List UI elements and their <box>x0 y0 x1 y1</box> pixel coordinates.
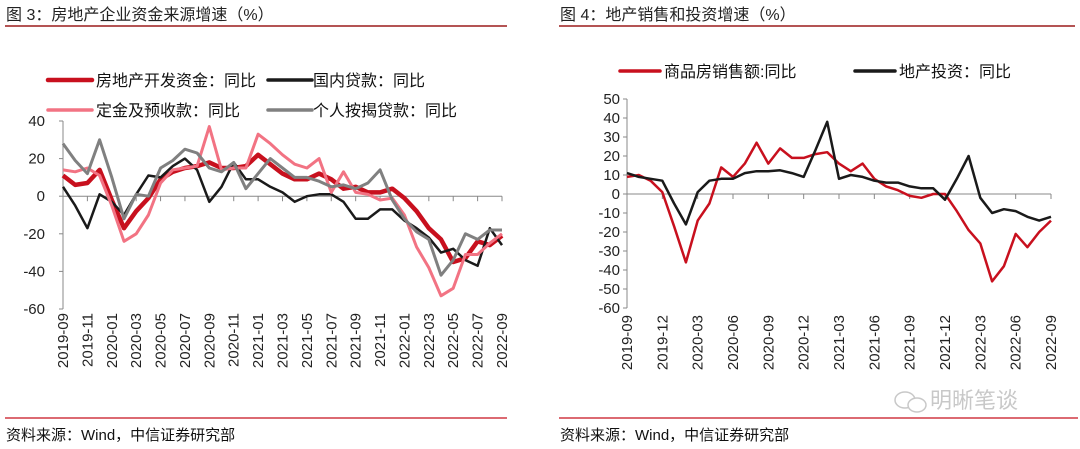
x-tick-label: 2021-01 <box>250 313 267 368</box>
x-tick-label: 2021-09 <box>902 315 919 370</box>
y-tick-label: -40 <box>23 263 45 280</box>
y-tick-label: 0 <box>612 186 620 203</box>
x-tick-label: 2022-05 <box>445 313 462 368</box>
y-tick-label: -40 <box>598 262 620 279</box>
left-source-note: 资料来源：Wind，中信证券研究部 <box>6 427 235 444</box>
wechat-logo-icon <box>894 391 927 413</box>
y-tick-label: -60 <box>23 301 45 318</box>
right-chart-title: 图 4：地产销售和投资增速（%） <box>560 6 796 24</box>
x-tick-label: 2022-09 <box>494 313 511 368</box>
series-line-1 <box>61 152 504 265</box>
y-tick-label: 10 <box>603 167 620 184</box>
x-tick-label: 2020-06 <box>725 315 742 370</box>
x-tick-label: 2022-03 <box>972 315 989 370</box>
y-tick-label: -20 <box>23 226 45 243</box>
watermark: 明晰笔谈 <box>894 388 1018 413</box>
x-tick-label: 2021-03 <box>275 313 292 368</box>
x-tick-label: 2020-11 <box>226 313 243 367</box>
x-tick-label: 2021-06 <box>866 315 883 370</box>
x-tick-label: 2020-09 <box>201 313 218 368</box>
y-tick-label: 20 <box>28 151 45 168</box>
y-tick-label: 20 <box>603 148 620 165</box>
y-tick-label: 40 <box>28 113 45 130</box>
x-tick-label: 2022-06 <box>1008 315 1025 370</box>
right-source-note: 资料来源：Wind，中信证券研究部 <box>560 427 789 444</box>
legend-label-1: 房地产开发资金：同比 <box>96 72 256 90</box>
x-tick-label: 2019-12 <box>654 315 671 370</box>
legend-label-2: 地产投资：同比 <box>899 63 1011 81</box>
x-tick-label: 2021-05 <box>299 313 316 368</box>
y-tick-label: 0 <box>37 188 45 205</box>
x-tick-label: 2020-01 <box>104 313 121 368</box>
x-tick-label: 2020-03 <box>690 315 707 370</box>
x-tick-label: 2019-11 <box>79 313 96 367</box>
x-tick-label: 2022-01 <box>396 313 413 368</box>
series-line-1 <box>626 141 1052 283</box>
y-tick-label: -50 <box>598 281 620 298</box>
x-tick-label: 2020-07 <box>177 313 194 368</box>
x-tick-label: 2021-09 <box>348 313 365 368</box>
y-tick-label: 50 <box>603 91 620 108</box>
x-tick-label: 2022-09 <box>1043 315 1060 370</box>
x-tick-label: 2020-03 <box>128 313 145 368</box>
x-tick-label: 2020-05 <box>153 313 170 368</box>
legend-label-2: 国内贷款：同比 <box>313 72 425 90</box>
legend-label-1: 商品房销售额:同比 <box>664 63 796 81</box>
series-line-2 <box>626 120 1052 226</box>
left-chart: 40 20 0 -20 -40 -60 2019-09 2019-11 2020-01 2020-… <box>23 72 511 368</box>
y-tick-label: -10 <box>598 205 620 222</box>
series-line-4 <box>61 138 502 277</box>
x-tick-label: 2020-09 <box>760 315 777 370</box>
series-line-3 <box>62 125 503 298</box>
x-tick-label: 2019-09 <box>619 315 636 370</box>
x-tick-label: 2022-07 <box>470 313 487 368</box>
legend-label-4: 个人按揭贷款：同比 <box>313 102 457 120</box>
left-chart-title: 图 3：房地产企业资金来源增速（%） <box>6 6 274 24</box>
x-tick-label: 2021-03 <box>831 315 848 370</box>
y-tick-label: -30 <box>598 243 620 260</box>
y-tick-label: -60 <box>598 300 620 317</box>
y-tick-label: 30 <box>603 129 620 146</box>
x-tick-label: 2021-07 <box>323 313 340 368</box>
legend-label-3: 定金及预收款：同比 <box>96 102 240 120</box>
y-tick-label: 40 <box>603 110 620 127</box>
x-tick-label: 2022-03 <box>421 313 438 368</box>
watermark-text: 明晰笔谈 <box>930 388 1018 413</box>
x-tick-label: 2021-11 <box>372 313 389 367</box>
x-tick-label: 2020-12 <box>796 315 813 370</box>
x-tick-label: 2021-12 <box>937 315 954 370</box>
x-tick-label: 2019-09 <box>55 313 72 368</box>
y-tick-label: -20 <box>598 224 620 241</box>
